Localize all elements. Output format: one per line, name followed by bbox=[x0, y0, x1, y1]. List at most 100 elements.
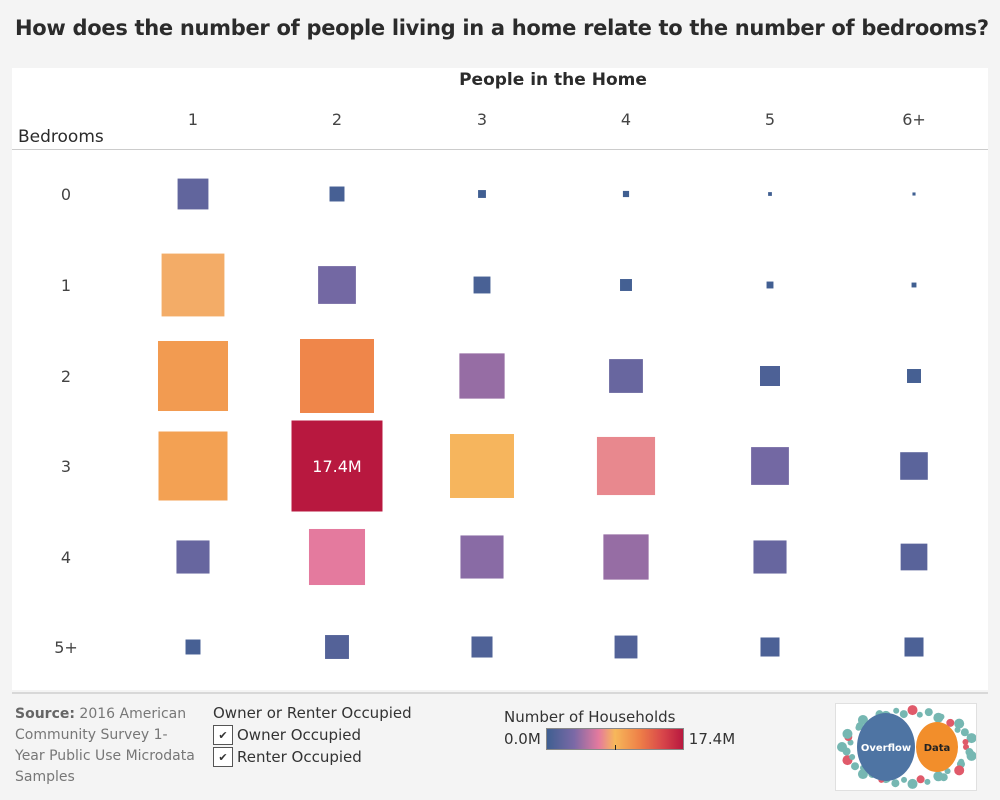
logo-dot bbox=[842, 728, 853, 739]
cell-square[interactable] bbox=[478, 190, 486, 198]
legend-title: Number of Households bbox=[504, 708, 676, 726]
cell-square[interactable] bbox=[185, 639, 201, 655]
occupancy-filter: Owner or Renter Occupied ✔ Owner Occupied… bbox=[213, 704, 412, 768]
cell-square[interactable] bbox=[768, 192, 772, 196]
cell-square[interactable] bbox=[291, 420, 383, 512]
column-label: 4 bbox=[621, 110, 631, 129]
legend-max: 17.4M bbox=[688, 730, 736, 748]
cell-square[interactable] bbox=[620, 279, 632, 291]
cell-square[interactable] bbox=[471, 636, 493, 658]
row-label: 1 bbox=[61, 276, 71, 295]
divider bbox=[12, 692, 988, 694]
cell-square[interactable] bbox=[308, 528, 366, 586]
cell-square[interactable] bbox=[158, 431, 228, 501]
logo-dot bbox=[916, 711, 923, 718]
logo-dot bbox=[924, 778, 931, 785]
cell-square[interactable] bbox=[300, 339, 374, 413]
cell-square[interactable] bbox=[596, 436, 656, 496]
logo-dot bbox=[901, 776, 908, 783]
column-label: 3 bbox=[477, 110, 487, 129]
cell-square[interactable] bbox=[751, 447, 789, 485]
cell-square[interactable] bbox=[900, 452, 928, 480]
logo-orange-circle bbox=[916, 722, 958, 772]
legend-min: 0.0M bbox=[504, 730, 541, 748]
logo-text-right: Data bbox=[924, 743, 951, 754]
cell-square[interactable] bbox=[760, 366, 780, 386]
logo-blue-circle bbox=[857, 713, 915, 781]
logo-dot bbox=[893, 707, 900, 714]
cell-square[interactable] bbox=[318, 266, 356, 304]
cell-square[interactable] bbox=[450, 434, 514, 498]
logo-dot bbox=[837, 742, 847, 752]
row-label: 2 bbox=[61, 367, 71, 386]
cell-square[interactable] bbox=[760, 637, 780, 657]
logo-dot bbox=[907, 705, 918, 716]
source-note: Source: 2016 American Community Survey 1… bbox=[15, 704, 195, 788]
logo-dot bbox=[849, 753, 856, 760]
filter-title: Owner or Renter Occupied bbox=[213, 704, 412, 722]
column-label: 5 bbox=[765, 110, 775, 129]
cell-square[interactable] bbox=[157, 340, 229, 412]
row-header: Bedrooms bbox=[18, 127, 104, 147]
cell-square[interactable] bbox=[603, 534, 649, 580]
logo-dot bbox=[946, 718, 955, 727]
checkbox-checked-icon[interactable]: ✔ bbox=[213, 725, 233, 745]
logo-dot bbox=[954, 718, 965, 729]
logo-dot bbox=[851, 762, 860, 771]
overflow-data-logo: Overflow Data bbox=[835, 703, 977, 791]
logo-dot bbox=[944, 768, 951, 775]
cell-square[interactable] bbox=[609, 359, 643, 393]
logo-dot bbox=[966, 733, 977, 744]
logo-dot bbox=[857, 714, 868, 725]
legend-gradient bbox=[545, 728, 684, 750]
checkbox-checked-icon[interactable]: ✔ bbox=[213, 747, 233, 767]
cell-square[interactable] bbox=[766, 281, 774, 289]
logo-dot bbox=[933, 771, 944, 782]
filter-owner-occupied[interactable]: ✔ Owner Occupied bbox=[213, 724, 412, 746]
logo-dot bbox=[891, 779, 900, 788]
logo-dot bbox=[966, 750, 977, 761]
cell-value-label: 17.4M bbox=[312, 457, 361, 476]
cell-square[interactable] bbox=[329, 186, 345, 202]
cell-square[interactable] bbox=[911, 282, 917, 288]
row-label: 5+ bbox=[54, 638, 78, 657]
page-title: How does the number of people living in … bbox=[15, 16, 989, 40]
cell-square[interactable] bbox=[900, 543, 928, 571]
legend-mid-tick bbox=[614, 745, 616, 750]
cell-square[interactable] bbox=[622, 190, 630, 198]
color-legend: Number of Households 0.0M 17.4M bbox=[504, 708, 735, 750]
cell-square[interactable] bbox=[753, 540, 787, 574]
logo-dot bbox=[954, 726, 961, 733]
cell-square[interactable] bbox=[473, 276, 491, 294]
logo-dot bbox=[899, 710, 908, 719]
filter-option-label: Owner Occupied bbox=[237, 726, 361, 744]
cell-square[interactable] bbox=[614, 635, 638, 659]
cell-square[interactable] bbox=[176, 540, 210, 574]
logo-text-left: Overflow bbox=[861, 743, 911, 754]
column-label: 1 bbox=[188, 110, 198, 129]
logo-dot bbox=[847, 739, 854, 746]
logo-dot bbox=[924, 708, 933, 717]
cell-square[interactable] bbox=[161, 253, 225, 317]
chart-panel: People in the Home Bedrooms 1 2 3 4 5 6+ 0 1 2 3 4… bbox=[12, 68, 988, 690]
cell-square[interactable] bbox=[459, 353, 505, 399]
logo-dot bbox=[857, 769, 868, 780]
cell-square[interactable] bbox=[912, 192, 916, 196]
cell-square[interactable] bbox=[904, 637, 924, 657]
cell-square[interactable] bbox=[177, 178, 209, 210]
row-label: 3 bbox=[61, 457, 71, 476]
cell-square[interactable] bbox=[325, 635, 349, 659]
logo-dot bbox=[907, 778, 918, 789]
cell-square[interactable] bbox=[460, 535, 504, 579]
logo-dot bbox=[954, 765, 965, 776]
row-label: 0 bbox=[61, 185, 71, 204]
filter-option-label: Renter Occupied bbox=[237, 748, 362, 766]
filter-renter-occupied[interactable]: ✔ Renter Occupied bbox=[213, 746, 412, 768]
logo-dot bbox=[938, 713, 945, 720]
logo-dot bbox=[963, 744, 969, 750]
column-label: 6+ bbox=[902, 110, 926, 129]
source-text: 2016 American Community Survey 1-Year Pu… bbox=[15, 706, 195, 785]
heatmap-chart: People in the Home Bedrooms 1 2 3 4 5 6+ 0 1 2 3 4… bbox=[12, 70, 988, 659]
row-label: 4 bbox=[61, 548, 71, 567]
cell-square[interactable] bbox=[907, 369, 921, 383]
